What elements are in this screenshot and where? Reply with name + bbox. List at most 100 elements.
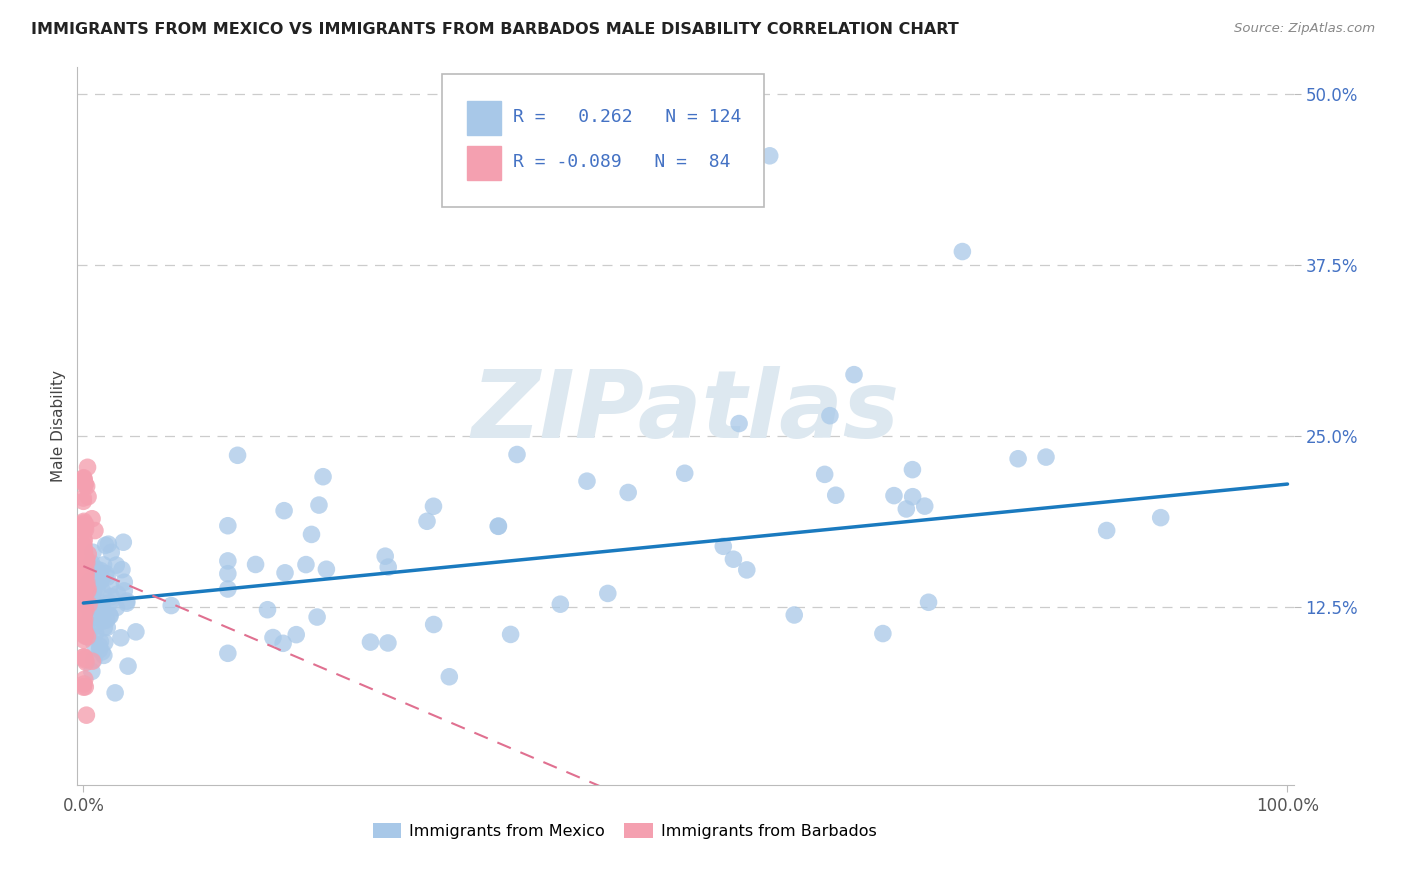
Point — [75, 598, 97, 612]
Point — [75, 656, 97, 670]
Point — [93, 648, 115, 663]
Point — [73, 517, 96, 532]
Point — [301, 527, 323, 541]
Point — [416, 514, 439, 528]
Legend: Immigrants from Mexico, Immigrants from Barbados: Immigrants from Mexico, Immigrants from … — [366, 816, 883, 846]
Point — [75, 625, 97, 640]
Point — [758, 149, 780, 163]
Point — [73, 651, 96, 665]
Point — [84, 524, 107, 538]
Point — [75, 680, 97, 694]
Point — [89, 564, 111, 578]
Point — [72, 607, 94, 622]
Point — [80, 556, 103, 570]
Point — [93, 620, 115, 634]
Point — [359, 635, 381, 649]
Point — [711, 539, 734, 553]
Point — [273, 504, 295, 518]
Point — [91, 608, 114, 623]
Point — [486, 519, 509, 533]
Point — [100, 545, 122, 559]
Point — [80, 512, 103, 526]
Point — [107, 587, 129, 601]
Point — [72, 593, 94, 607]
Point — [72, 574, 94, 588]
Point — [73, 624, 96, 638]
Point — [72, 566, 94, 580]
Point — [256, 603, 278, 617]
Point — [73, 514, 96, 528]
Point — [550, 597, 572, 611]
Point — [97, 537, 120, 551]
Point — [783, 607, 806, 622]
Point — [883, 489, 905, 503]
Point — [217, 646, 239, 660]
Point — [75, 581, 97, 595]
Point — [117, 659, 139, 673]
Point — [75, 604, 97, 618]
Point — [842, 368, 865, 382]
Y-axis label: Male Disability: Male Disability — [51, 370, 66, 482]
Point — [77, 582, 100, 596]
Point — [950, 244, 973, 259]
Point — [73, 593, 96, 607]
Point — [73, 478, 96, 492]
Point — [73, 544, 96, 558]
Point — [72, 471, 94, 485]
Point — [422, 500, 444, 514]
Point — [73, 558, 96, 572]
Point — [73, 471, 96, 485]
Point — [217, 582, 239, 596]
Point — [73, 570, 96, 584]
Text: IMMIGRANTS FROM MEXICO VS IMMIGRANTS FROM BARBADOS MALE DISABILITY CORRELATION C: IMMIGRANTS FROM MEXICO VS IMMIGRANTS FRO… — [31, 22, 959, 37]
Point — [1095, 524, 1118, 538]
Point — [377, 636, 399, 650]
Point — [73, 549, 96, 563]
Point — [72, 632, 94, 647]
Point — [80, 591, 103, 605]
Point — [374, 549, 396, 564]
Text: R =   0.262   N = 124: R = 0.262 N = 124 — [513, 108, 741, 126]
Point — [83, 653, 105, 667]
Point — [312, 469, 335, 483]
Point — [72, 538, 94, 552]
Point — [488, 519, 510, 533]
Point — [89, 634, 111, 648]
Point — [91, 596, 114, 610]
Point — [73, 653, 96, 667]
Point — [98, 608, 121, 623]
Point — [914, 499, 936, 513]
Point — [75, 476, 97, 491]
Point — [75, 578, 97, 592]
Point — [72, 516, 94, 530]
Point — [98, 596, 121, 610]
Point — [96, 570, 118, 584]
Point — [76, 623, 98, 637]
Point — [75, 523, 97, 537]
FancyBboxPatch shape — [441, 74, 765, 207]
Point — [75, 618, 97, 632]
Point — [73, 546, 96, 560]
Point — [308, 498, 330, 512]
Point — [72, 521, 94, 535]
Point — [73, 624, 96, 638]
Point — [110, 631, 132, 645]
Point — [87, 611, 110, 625]
Bar — [467, 146, 501, 180]
Point — [73, 569, 96, 583]
Point — [262, 631, 284, 645]
Point — [96, 613, 118, 627]
Point — [377, 560, 399, 574]
Point — [89, 643, 111, 657]
Point — [76, 575, 98, 590]
Point — [818, 409, 841, 423]
Point — [73, 517, 96, 532]
Point — [499, 627, 522, 641]
Point — [76, 584, 98, 599]
Point — [83, 619, 105, 633]
Point — [77, 599, 100, 614]
Point — [76, 556, 98, 570]
Point — [72, 608, 94, 623]
Point — [111, 563, 134, 577]
Point — [90, 572, 112, 586]
